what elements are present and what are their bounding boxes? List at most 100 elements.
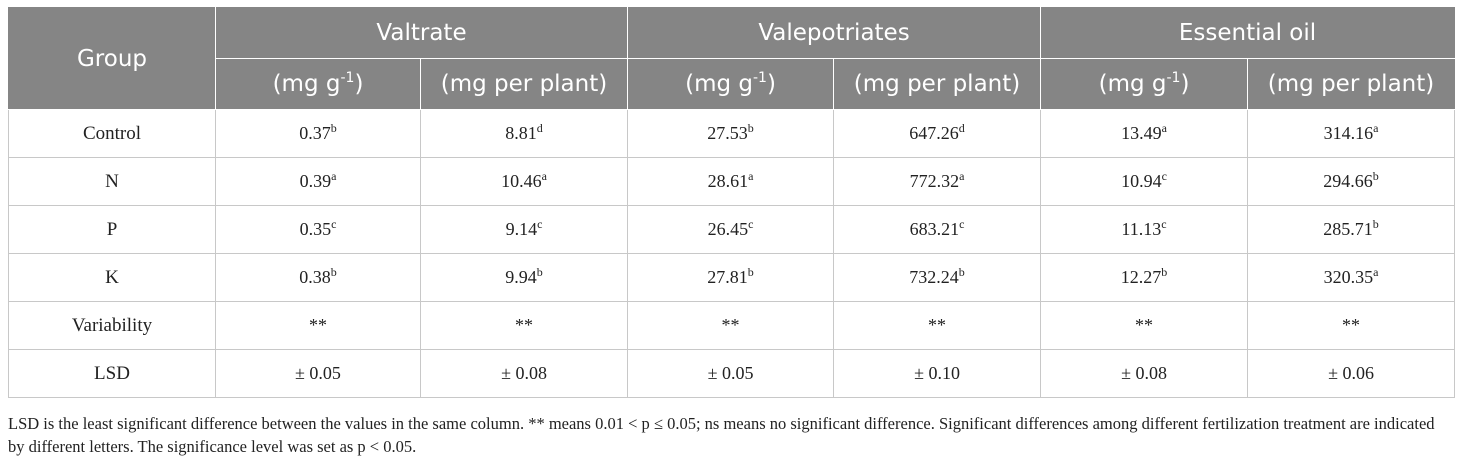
table-cell: 314.16a — [1247, 109, 1456, 158]
table-cell: ** — [1040, 301, 1249, 350]
table-cell: 9.94b — [419, 253, 629, 302]
unit-header: (mg g-1) — [627, 58, 835, 110]
table-cell: ± 0.05 — [627, 349, 835, 398]
cell-value: ± 0.05 — [295, 363, 341, 383]
table-cell: 8.81d — [419, 109, 629, 158]
table-cell: 12.27b — [1040, 253, 1249, 302]
significance-letter: c — [748, 217, 754, 231]
cell-value: 27.53 — [707, 123, 748, 143]
table-cell: ± 0.10 — [833, 349, 1042, 398]
table-cell: ** — [1247, 301, 1456, 350]
header-row-groups: Group Valtrate Valepotriates Essential o… — [8, 7, 1456, 110]
header-valtrate: Valtrate — [214, 7, 629, 59]
significance-letter: c — [1161, 169, 1167, 183]
results-table: Group Valtrate Valepotriates Essential o… — [8, 7, 1456, 398]
table-cell: 285.71b — [1247, 205, 1456, 254]
significance-letter: b — [330, 121, 337, 135]
significance-letter: a — [331, 169, 337, 183]
unit-header: (mg per plant) — [419, 58, 629, 110]
significance-letter: a — [541, 169, 547, 183]
cell-value: ** — [1342, 315, 1361, 335]
significance-letter: c — [959, 217, 965, 231]
table-row: N 0.39a 10.46a 28.61a 772.32a 10.94c 294.66b — [8, 157, 1456, 206]
table-footnote: LSD is the least significant difference … — [8, 414, 1435, 456]
cell-value: 0.35 — [299, 219, 332, 239]
table-cell: ± 0.08 — [1040, 349, 1249, 398]
significance-letter: b — [747, 121, 754, 135]
cell-value: 27.81 — [707, 267, 748, 287]
row-label: N — [8, 157, 216, 206]
table-cell: 9.14c — [419, 205, 629, 254]
table-row: K 0.38b 9.94b 27.81b 732.24b 12.27b 320.35a — [8, 253, 1456, 302]
cell-value: 0.38 — [299, 267, 331, 287]
significance-letter: b — [536, 265, 543, 279]
cell-value: 12.27 — [1120, 267, 1162, 287]
cell-value: ** — [515, 315, 533, 335]
table-cell: 732.24b — [833, 253, 1042, 302]
unit-header: (mg g-1) — [215, 58, 421, 110]
table-row: Control 0.37b 8.81d 27.53b 647.26d 13.49a 314.… — [8, 109, 1456, 158]
table-cell: 0.39a — [215, 157, 421, 206]
table-cell: ± 0.08 — [419, 349, 629, 398]
cell-value: 8.81 — [505, 123, 537, 143]
cell-value: 772.32 — [909, 171, 960, 191]
row-label: LSD — [8, 349, 216, 398]
results-table-container: Group Valtrate Valepotriates Essential o… — [8, 7, 1456, 398]
table-cell: 26.45c — [627, 205, 835, 254]
significance-letter: a — [1373, 121, 1379, 135]
unit-header: (mg per plant) — [833, 58, 1042, 110]
significance-letter: b — [1372, 217, 1379, 231]
table-cell: 294.66b — [1247, 157, 1456, 206]
header-group: Group — [8, 7, 216, 110]
significance-letter: d — [536, 121, 543, 135]
cell-value: 26.45 — [707, 219, 749, 239]
significance-letter: b — [1372, 169, 1379, 183]
header-row-units: (mg g-1) (mg per plant) (mg g-1) (mg per… — [9, 58, 1456, 110]
table-cell: 28.61a — [627, 157, 835, 206]
unit-header: (mg g-1) — [1040, 58, 1249, 110]
cell-value: ** — [928, 315, 947, 335]
cell-value: ** — [721, 315, 740, 335]
row-label: Control — [8, 109, 216, 158]
table-cell: ** — [627, 301, 835, 350]
significance-letter: b — [747, 265, 754, 279]
table-cell: 647.26d — [833, 109, 1042, 158]
table-cell: 320.35a — [1247, 253, 1456, 302]
significance-letter: c — [331, 217, 337, 231]
cell-value: ± 0.05 — [707, 363, 754, 383]
table-cell: 772.32a — [833, 157, 1042, 206]
cell-value: 11.13 — [1121, 219, 1162, 239]
cell-value: 647.26 — [909, 123, 959, 143]
table-cell: 0.37b — [215, 109, 421, 158]
cell-value: 320.35 — [1323, 267, 1374, 287]
table-cell: 27.81b — [627, 253, 835, 302]
cell-value: 732.24 — [909, 267, 959, 287]
header-essential-oil: Essential oil — [1040, 7, 1456, 59]
row-label: Variability — [8, 301, 216, 350]
significance-letter: c — [1161, 217, 1167, 231]
table-cell: 0.38b — [215, 253, 421, 302]
cell-value: 10.46 — [501, 171, 542, 191]
cell-value: 314.16 — [1323, 123, 1374, 143]
significance-letter: d — [958, 121, 965, 135]
significance-letter: b — [958, 265, 965, 279]
significance-letter: a — [748, 169, 754, 183]
table-row: LSD ± 0.05 ± 0.08 ± 0.05 ± 0.10 ± 0.08 ± 0.06 — [8, 349, 1456, 398]
table-body: Control 0.37b 8.81d 27.53b 647.26d 13.49a 314.… — [8, 109, 1456, 398]
cell-value: 683.21 — [909, 219, 960, 239]
significance-letter: b — [1161, 265, 1168, 279]
cell-value: ** — [1135, 315, 1154, 335]
table-cell: 10.46a — [419, 157, 629, 206]
significance-letter: c — [537, 217, 543, 231]
cell-value: 28.61 — [707, 171, 749, 191]
table-cell: ** — [419, 301, 629, 350]
table-header: Group Valtrate Valepotriates Essential o… — [8, 7, 1456, 110]
table-row: P 0.35c 9.14c 26.45c 683.21c 11.13c 285.71b — [8, 205, 1456, 254]
cell-value: ± 0.08 — [501, 363, 547, 383]
cell-value: 0.37 — [299, 123, 331, 143]
table-cell: 0.35c — [215, 205, 421, 254]
row-label: P — [8, 205, 216, 254]
cell-value: 10.94 — [1121, 171, 1162, 191]
significance-letter: b — [330, 265, 337, 279]
table-cell: 683.21c — [833, 205, 1042, 254]
